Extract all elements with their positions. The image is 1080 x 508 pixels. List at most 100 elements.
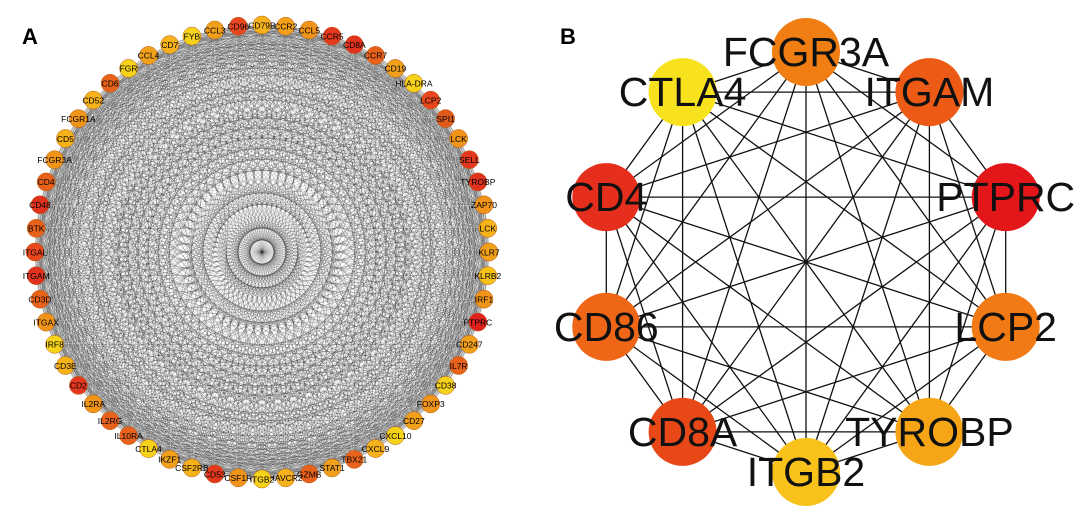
panel-a-node: IL2RG (98, 411, 122, 430)
panel-a-node-circle (322, 26, 342, 46)
panel-a-node-circle (474, 195, 494, 215)
panel-a-node-label: IRF8 (45, 340, 64, 350)
panel-a-node-label: FGR (120, 64, 138, 74)
panel-a-node: CSF2RB (175, 458, 209, 478)
panel-a-edges (34, 24, 490, 480)
panel-a-node-circle (366, 46, 385, 65)
panel-a-node: IRF8 (45, 335, 64, 354)
panel-a-node-label: IKZF1 (158, 455, 181, 465)
panel-a-node-circle (229, 16, 248, 36)
panel-a-node-label: CD52 (82, 95, 104, 105)
panel-a-node-circle (69, 109, 88, 128)
panel-a-node-label: STAT1 (319, 463, 344, 473)
panel-a-node-circle (478, 266, 498, 285)
panel-a-node-circle (252, 469, 272, 489)
panel-a-node: FCGR1A (61, 109, 96, 128)
panel-b-node-circle (648, 397, 717, 466)
panel-a-node: LCK (478, 219, 498, 238)
panel-b-node-circle (895, 58, 964, 127)
panel-a-edge-lines (34, 24, 490, 480)
panel-a-node: ITGAX (33, 312, 59, 332)
panel-b-node-circle (572, 292, 641, 361)
panel-a-node-label: FOXP3 (417, 399, 445, 409)
panel-b-node: PTPRC (936, 163, 1075, 232)
panel-a-node-circle (84, 90, 103, 110)
panel-a-node-circle (468, 312, 488, 332)
panel-a-node-circle (404, 74, 424, 93)
panel-a-node: CCL4 (138, 46, 160, 65)
panel-b-node: CTLA4 (619, 58, 746, 127)
panel-a-node: IKZF1 (158, 450, 182, 469)
panel-b-node: CD8A (628, 397, 738, 466)
panel-b-node-label: FCGR3A (723, 29, 890, 75)
panel-b-edge (682, 326, 1006, 433)
panel-a-node-label: SELL (459, 155, 480, 165)
panel-a-node-label: BTK (28, 224, 45, 234)
panel-b-node-circle (971, 163, 1040, 232)
panel-b-node: CD4 (565, 163, 647, 232)
panel-a-node-label: ITGAX (33, 317, 59, 327)
panel-a-node-circle (45, 335, 64, 354)
panel-b-edge (605, 196, 684, 433)
panel-a-node-label: FYB (184, 31, 201, 41)
panel-a-node: GZMB (297, 464, 322, 484)
panel-b-node: FCGR3A (723, 18, 890, 86)
panel-a-node: CD7 (160, 35, 179, 54)
panel-a-node-label: PTPRC (463, 317, 492, 327)
panel-a-node: BTK (26, 219, 46, 238)
panel-a-node-label: CD38 (435, 381, 457, 391)
panel-a-node: IL7R (449, 356, 468, 375)
panel-b-node-label: CD8A (628, 409, 738, 455)
panel-a-node-circle (205, 464, 225, 484)
panel-a-node-label: CTLA4 (135, 444, 162, 454)
panel-a-node-label: LCK (450, 134, 467, 144)
panel-a-node: FCGR3A (37, 150, 72, 169)
panel-b-node: LCP2 (954, 292, 1057, 361)
panel-b-edge (605, 51, 807, 328)
panel-a-node-label: TYROBP (460, 177, 495, 187)
panel-a-node: CD27 (403, 411, 425, 430)
panel-a-node-circle (468, 172, 488, 192)
panel-a-node: CCL3 (204, 20, 226, 40)
panel-a-node-circle (436, 109, 455, 128)
panel-b-edge (605, 196, 807, 473)
panel-a-node-label: LCK (480, 224, 497, 234)
panel-a-node: CD3E (54, 356, 77, 375)
panel-a-node: IRF1 (474, 289, 494, 309)
panel-a-node-circle (386, 426, 405, 445)
panel-a-node-label: CD48 (29, 200, 51, 210)
panel-a-node-circle (36, 172, 56, 192)
panel-a-node-circle (474, 289, 494, 309)
panel-a-node: CXCL10 (379, 426, 412, 445)
panel-b-node: TYROBP (845, 397, 1014, 466)
panel-a-node-label: CCL4 (138, 51, 160, 61)
panel-a-node: HAVCR2 (269, 468, 303, 488)
panel-b-node-label: ITGB2 (747, 449, 865, 495)
panel-a-node-label: SPI1 (436, 114, 455, 124)
panel-a-node-circle (160, 450, 179, 469)
panel-b-node: CD86 (554, 292, 659, 361)
panel-a-node: ITGAM (23, 266, 50, 285)
panel-a-node-label: KLRB2 (474, 271, 501, 281)
panel-b-node-label: CD86 (554, 304, 659, 350)
panel-a-node-circle (56, 356, 75, 375)
panel-a-node-circle (449, 129, 468, 148)
panel-b-node-circle (895, 397, 964, 466)
panel-a-node-circle (449, 356, 468, 375)
panel-a-node-circle (56, 129, 75, 148)
panel-b-node-label: ITGAM (864, 69, 994, 115)
panel-a-node: ITGB2 (250, 469, 275, 489)
panel-a-node: CD79B (248, 15, 276, 35)
panel-a-node: HLA-DRA (395, 74, 433, 93)
panel-a-node-label: CD7 (161, 40, 178, 50)
panel-a-node-label: CD247 (456, 340, 483, 350)
panel-a-node-circle (182, 458, 202, 478)
panel-a-node-circle (421, 394, 440, 414)
panel-a-node: SELL (459, 150, 480, 169)
panel-a-node-label: CCR2 (274, 22, 297, 32)
panel-a-node-label: CD4 (38, 177, 55, 187)
panel-a-node-circle (252, 15, 272, 35)
panel-b-edge (605, 196, 930, 433)
